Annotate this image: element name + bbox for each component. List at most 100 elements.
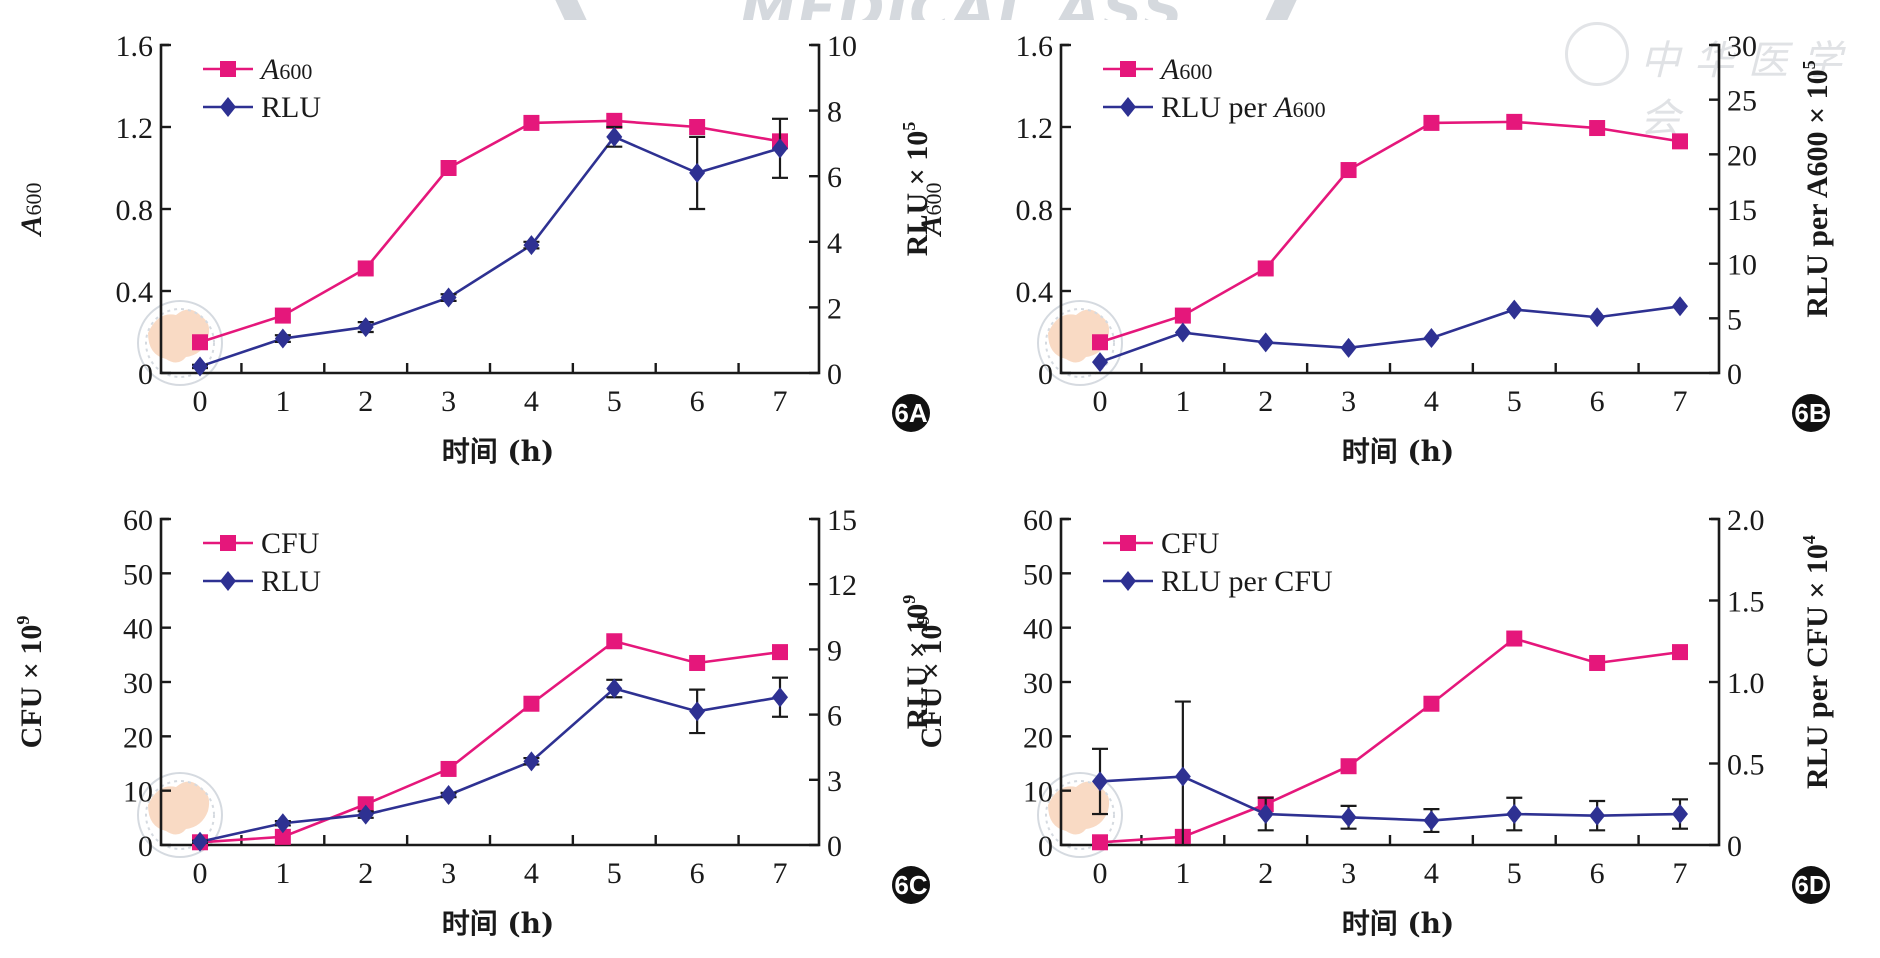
y-left-axis-label: A600 (15, 182, 48, 237)
y-left-tick-label: 0.8 (1016, 194, 1054, 227)
legend-item: RLU (203, 565, 321, 598)
y-left-tick-label: 60 (1023, 504, 1053, 537)
data-point-diamond (357, 317, 374, 338)
seal-ring (1037, 300, 1123, 386)
data-point-square (192, 334, 208, 351)
data-point-diamond (440, 785, 457, 806)
legend-square-icon (220, 61, 236, 77)
y-right-tick-label: 15 (1727, 194, 1757, 227)
data-point-square (440, 160, 457, 176)
data-point-diamond (440, 287, 457, 308)
data-point-square (1092, 834, 1108, 851)
data-point-diamond (1257, 332, 1274, 353)
data-point-square (357, 260, 374, 277)
data-point-diamond (1092, 352, 1108, 373)
data-point-diamond (1340, 337, 1357, 358)
data-point-square (1092, 334, 1108, 351)
y-left-tick-label: 30 (1023, 667, 1053, 700)
legend-label: RLU (261, 565, 321, 598)
legend-square-icon (220, 535, 236, 551)
data-point-square (523, 695, 540, 712)
y-right-tick-label: 25 (1727, 85, 1757, 118)
x-tick-label: 0 (193, 385, 208, 418)
y-right-tick-label: 20 (1727, 139, 1757, 172)
data-point-diamond (689, 162, 706, 183)
y-right-tick-label: 0.5 (1727, 749, 1765, 782)
y-left-tick-label: 50 (123, 558, 153, 591)
series-line (199, 135, 781, 368)
x-tick-label: 5 (1507, 385, 1522, 418)
panel-badge-circle (1792, 866, 1830, 904)
x-tick-label: 6 (1590, 857, 1605, 890)
x-tick-label: 1 (1175, 857, 1190, 890)
x-tick-label: 6 (1590, 385, 1605, 418)
data-point-square (1589, 120, 1606, 137)
data-point-diamond (1672, 296, 1688, 317)
chart-panel-6d: 0 10 20 30 40 50 60 0 0.5 1.0 1.5 2.0 0 1 2 3 4 5 6 7 时间 (h)… (913, 504, 1834, 940)
legend-item: RLU per CFU (1103, 565, 1333, 598)
x-tick-label: 6 (690, 385, 705, 418)
data-point-diamond (1672, 804, 1688, 825)
panel-badge-text: 6D (1794, 870, 1827, 900)
data-point-square (1506, 113, 1523, 130)
seal-ring (137, 300, 223, 386)
seal-ring (137, 772, 223, 858)
legend-diamond-icon (1120, 571, 1136, 591)
data-point-square (1589, 654, 1606, 671)
data-point-square (689, 654, 706, 671)
seal-ring-inner (1045, 308, 1115, 378)
series-line (1099, 775, 1681, 822)
series-line (199, 639, 781, 844)
legend-item: RLU (203, 91, 321, 124)
series-line (1099, 305, 1681, 364)
x-tick-label: 7 (773, 385, 788, 418)
data-point-diamond (274, 813, 291, 834)
data-point-square (1672, 133, 1688, 150)
data-point-square (606, 112, 623, 129)
data-point-diamond (772, 687, 788, 708)
axis-frame (159, 517, 821, 847)
legend-label: CFU (1161, 527, 1220, 560)
y-right-tick-label: 0 (1727, 358, 1742, 391)
y-right-axis-label: RLU per A600 × 105 (1799, 60, 1834, 317)
data-point-diamond (1257, 804, 1274, 825)
legend-square-icon (1120, 535, 1136, 551)
data-point-diamond (1506, 804, 1523, 825)
series-cfu (1092, 630, 1688, 851)
x-tick-label: 2 (1258, 857, 1273, 890)
x-tick-label: 4 (524, 857, 539, 890)
x-tick-label: 1 (1175, 385, 1190, 418)
y-left-tick-label: 1.6 (116, 30, 154, 63)
legend-item: CFU (1103, 527, 1220, 560)
x-tick-label: 4 (1424, 857, 1439, 890)
x-tick-label: 5 (607, 385, 622, 418)
data-point-square (274, 828, 291, 845)
y-left-axis-label: CFU × 109 (913, 616, 948, 749)
legend-diamond-icon (220, 97, 236, 117)
data-point-square (1340, 162, 1357, 179)
data-point-square (274, 307, 291, 324)
panel-label: 6C (892, 866, 930, 904)
y-right-tick-label: 6 (827, 161, 842, 194)
seal-ring-inner (145, 780, 215, 850)
y-left-tick-label: 20 (123, 721, 153, 754)
x-tick-label: 3 (1341, 385, 1356, 418)
x-axis-label: 时间 (h) (442, 907, 555, 940)
legend-item: A600 (203, 53, 312, 86)
series-line (1099, 637, 1681, 844)
x-tick-label: 7 (1673, 857, 1688, 890)
panel-badge-circle (892, 394, 930, 432)
legend-label: RLU per CFU (1161, 565, 1333, 598)
watermark-seal-icon (137, 772, 223, 858)
y-right-tick-label: 0 (827, 830, 842, 863)
x-tick-label: 7 (773, 857, 788, 890)
data-point-diamond (1506, 299, 1523, 320)
data-point-diamond (1174, 766, 1191, 787)
y-left-tick-label: 0.4 (1016, 276, 1054, 309)
y-right-tick-label: 10 (1727, 249, 1757, 282)
data-point-square (1423, 114, 1440, 131)
data-point-square (357, 796, 374, 813)
x-axis-label: 时间 (h) (442, 435, 555, 468)
y-right-tick-label: 2 (827, 292, 842, 325)
